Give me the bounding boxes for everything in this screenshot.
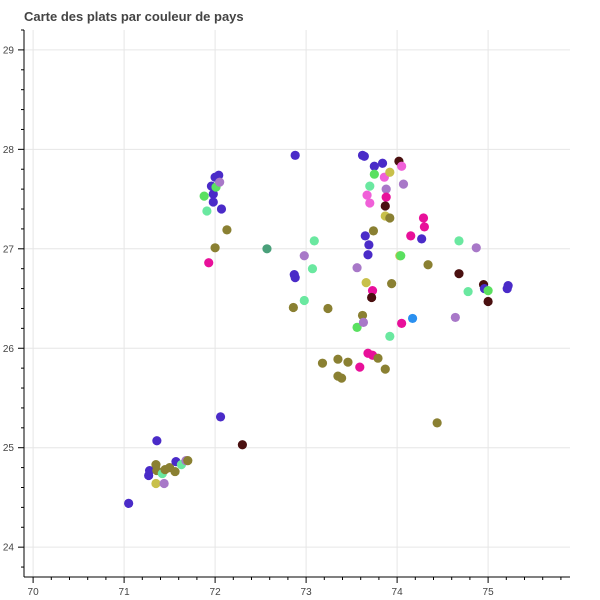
scatter-point — [299, 295, 309, 306]
scatter-point — [309, 236, 319, 246]
scatter-point — [214, 170, 224, 180]
scatter-point — [237, 440, 247, 450]
scatter-point — [380, 364, 390, 374]
scatter-point — [503, 280, 513, 291]
scatter-point — [385, 213, 395, 223]
y-tick-label: 24 — [3, 543, 15, 554]
scatter-point — [262, 244, 272, 254]
scatter-point — [144, 465, 155, 476]
scatter-point — [358, 317, 369, 327]
scatter-point — [373, 353, 383, 363]
scatter-point — [299, 251, 309, 261]
scatter-point — [417, 234, 427, 244]
y-tick-label: 28 — [3, 145, 15, 156]
scatter-point — [463, 286, 473, 297]
scatter-point — [222, 225, 232, 235]
scatter-point — [364, 240, 374, 250]
scatter-point — [208, 189, 218, 199]
scatter-point — [369, 161, 379, 171]
x-tick-label: 71 — [119, 587, 131, 598]
axis-layer: 70 71 72 73 74 75 24 25 26 27 28 29 — [3, 29, 570, 598]
scatter-point — [317, 358, 328, 368]
scatter-point — [471, 243, 481, 253]
y-tick-label: 25 — [3, 443, 15, 454]
scatter-point — [343, 357, 353, 367]
scatter-point — [385, 167, 395, 177]
x-tick-label: 70 — [28, 587, 40, 598]
y-tick-label: 26 — [3, 344, 15, 355]
y-tick-label: 29 — [3, 45, 15, 56]
scatter-point — [387, 279, 397, 289]
scatter-point — [363, 250, 373, 260]
scatter-point — [369, 169, 379, 179]
scatter-point — [397, 161, 407, 171]
scatter-point — [152, 436, 162, 446]
scatter-point — [362, 190, 372, 200]
scatter-point — [406, 231, 416, 241]
scatter-point — [202, 206, 212, 216]
scatter-point — [367, 285, 378, 296]
scatter-point — [357, 310, 368, 321]
scatter-point — [483, 296, 493, 307]
scatter-point — [352, 322, 362, 332]
scatter-point — [396, 251, 406, 261]
scatter-point — [307, 264, 318, 274]
scatter-point — [210, 243, 220, 253]
scatter-point — [368, 226, 379, 236]
y-tick-label: 27 — [3, 244, 15, 255]
scatter-point — [359, 151, 369, 161]
scatter-point — [454, 269, 464, 279]
chart-title: Carte des plats par couleur de pays — [24, 9, 244, 24]
scatter-point — [215, 412, 226, 422]
scatter-point — [208, 197, 218, 207]
scatter-point — [367, 292, 377, 303]
scatter-point — [419, 222, 429, 232]
scatter-point — [204, 258, 214, 268]
x-tick-label: 74 — [392, 587, 404, 598]
scatter-point — [352, 263, 362, 273]
scatter-point — [333, 354, 343, 364]
scatter-point — [423, 260, 433, 270]
x-tick-label: 72 — [210, 587, 222, 598]
scatter-point — [360, 231, 370, 241]
scatter-point — [170, 466, 180, 477]
scatter-point — [365, 181, 375, 191]
scatter-point — [450, 312, 460, 323]
scatter-point — [381, 192, 391, 202]
scatter-point — [454, 236, 464, 246]
scatter-point — [151, 478, 161, 489]
scatter-point — [288, 302, 298, 313]
scatter-point — [183, 456, 193, 466]
scatter-point — [199, 191, 209, 201]
scatter-point — [323, 303, 333, 314]
scatter-point — [290, 150, 300, 160]
points-layer — [124, 150, 513, 509]
scatter-point — [365, 198, 375, 208]
scatter-point — [361, 278, 371, 288]
scatter-point — [290, 273, 300, 283]
scatter-point — [432, 418, 442, 428]
scatter-point — [159, 478, 169, 489]
scatter-point — [397, 318, 407, 328]
scatter-point — [398, 179, 409, 189]
x-tick-label: 73 — [301, 587, 313, 598]
scatter-point — [385, 331, 395, 341]
scatter-point — [355, 362, 365, 372]
scatter-point — [381, 184, 391, 194]
scatter-point — [380, 201, 390, 211]
scatter-point — [124, 498, 134, 509]
scatter-point — [215, 177, 225, 187]
scatter-point — [418, 213, 429, 223]
scatter-point — [216, 204, 227, 214]
x-tick-label: 75 — [483, 587, 495, 598]
scatter-point — [377, 158, 388, 168]
scatter-point — [336, 373, 347, 383]
scatter-point — [483, 285, 493, 296]
scatter-point — [407, 313, 418, 324]
